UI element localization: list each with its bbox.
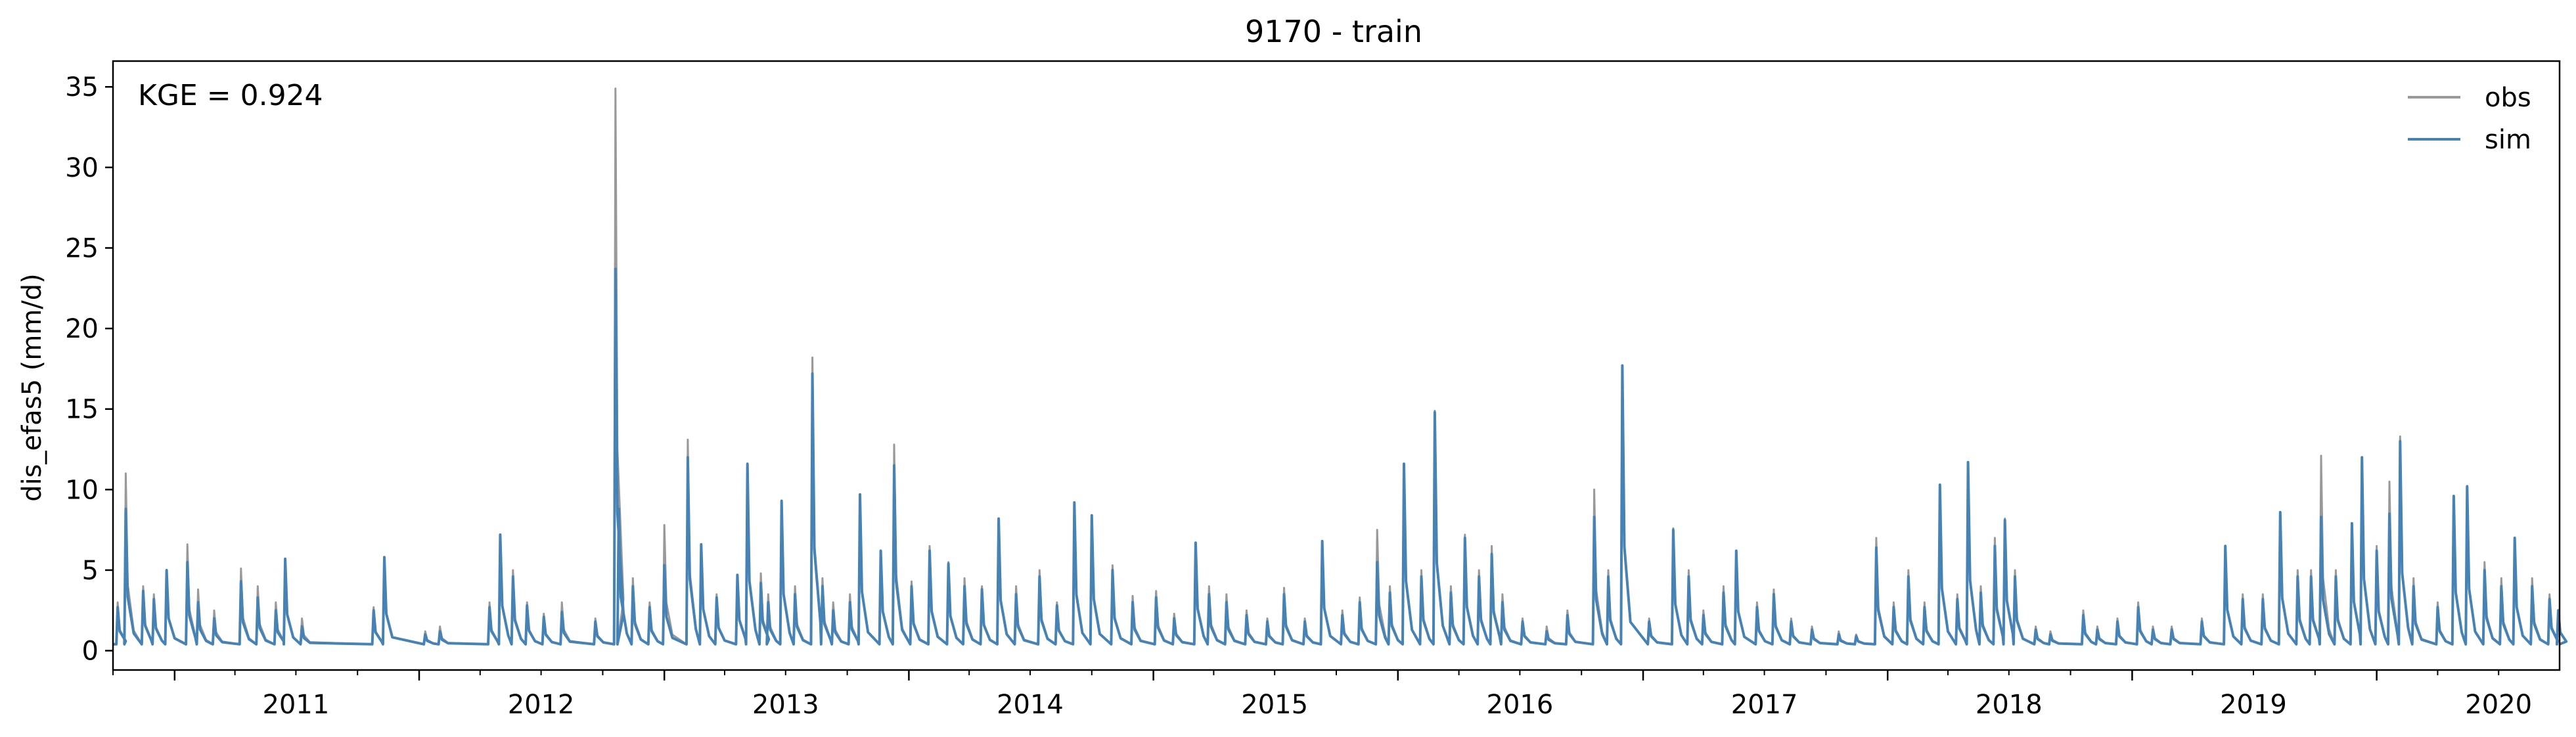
y-tick-label: 20 <box>65 314 99 344</box>
y-tick-label: 5 <box>82 556 99 586</box>
x-tick-label: 2011 <box>262 690 329 720</box>
x-tick-label: 2015 <box>1241 690 1308 720</box>
x-tick-label: 2012 <box>508 690 575 720</box>
x-tick-label: 2016 <box>1487 690 1554 720</box>
kge-annotation: KGE = 0.924 <box>138 79 323 112</box>
x-tick-label: 2020 <box>2465 690 2532 720</box>
x-tick-label: 2017 <box>1731 690 1798 720</box>
x-axis-ticks: 2011 2012 2013 2014 2015 2016 2017 2018 2019 2020 <box>112 670 2532 720</box>
sim-series-line <box>113 267 2568 646</box>
y-tick-label: 25 <box>65 233 99 263</box>
y-tick-label: 0 <box>82 636 99 667</box>
x-tick-label: 2019 <box>2220 690 2287 720</box>
y-tick-label: 10 <box>65 475 99 505</box>
legend-obs-label: obs <box>2485 83 2531 113</box>
chart-legend: obs sim <box>2408 83 2531 155</box>
y-tick-label: 30 <box>65 153 99 183</box>
y-tick-label: 35 <box>65 72 99 102</box>
y-axis-ticks: 0 5 10 15 20 25 30 35 <box>65 72 113 667</box>
y-tick-label: 15 <box>65 395 99 425</box>
x-tick-label: 2013 <box>752 690 819 720</box>
y-axis-label: dis_efas5 (mm/d) <box>17 273 47 502</box>
legend-sim-label: sim <box>2485 125 2531 155</box>
chart-title: 9170 - train <box>1245 14 1422 49</box>
x-tick-label: 2014 <box>997 690 1064 720</box>
x-tick-label: 2018 <box>1976 690 2043 720</box>
sim-series-layer <box>113 267 2568 646</box>
